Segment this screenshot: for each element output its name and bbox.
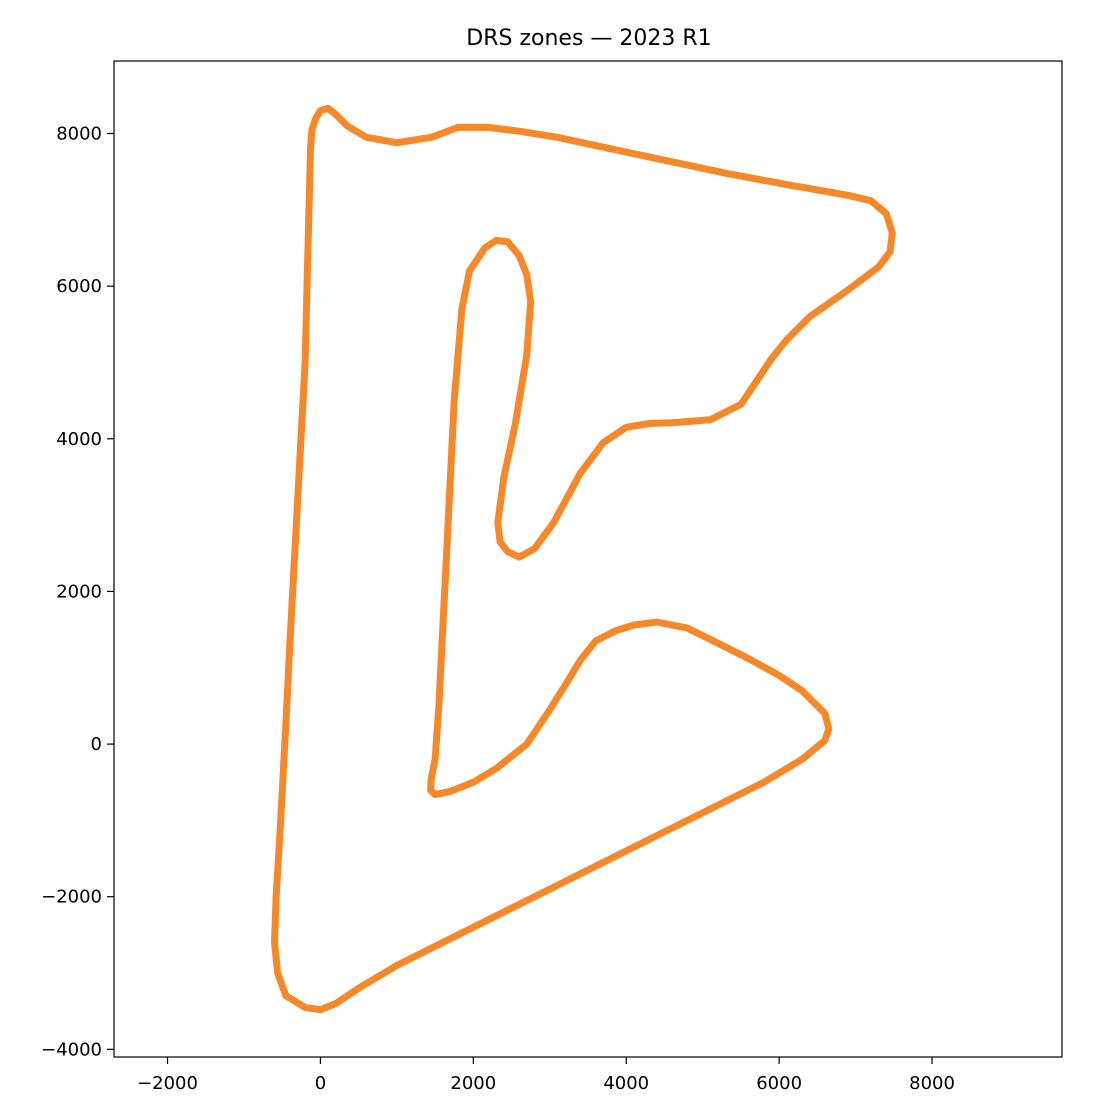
x-tick-label: 0: [315, 1073, 326, 1094]
chart-title: DRS zones — 2023 R1: [466, 26, 711, 51]
x-tick-label: −2000: [137, 1073, 198, 1094]
x-tick-label: 4000: [603, 1073, 649, 1094]
y-tick-label: 8000: [56, 124, 102, 145]
series-layer: [271, 104, 896, 1014]
x-tick-label: 8000: [909, 1073, 955, 1094]
plot-frame: [113, 60, 1063, 1058]
y-tick-label: 2000: [56, 581, 102, 602]
y-tick-label: 0: [91, 734, 102, 755]
y-tick-label: −4000: [41, 1039, 102, 1060]
y-tick-label: 4000: [56, 429, 102, 450]
x-tick-label: 2000: [450, 1073, 496, 1094]
y-tick-label: −2000: [41, 887, 102, 908]
y-tick-label: 6000: [56, 276, 102, 297]
x-tick-label: 6000: [756, 1073, 802, 1094]
x-axis: −2000 0 2000 4000 6000 8000: [137, 1057, 955, 1094]
y-axis: −4000 −2000 0 2000 4000 6000 8000: [41, 124, 114, 1060]
series-line-0: [271, 104, 896, 1014]
